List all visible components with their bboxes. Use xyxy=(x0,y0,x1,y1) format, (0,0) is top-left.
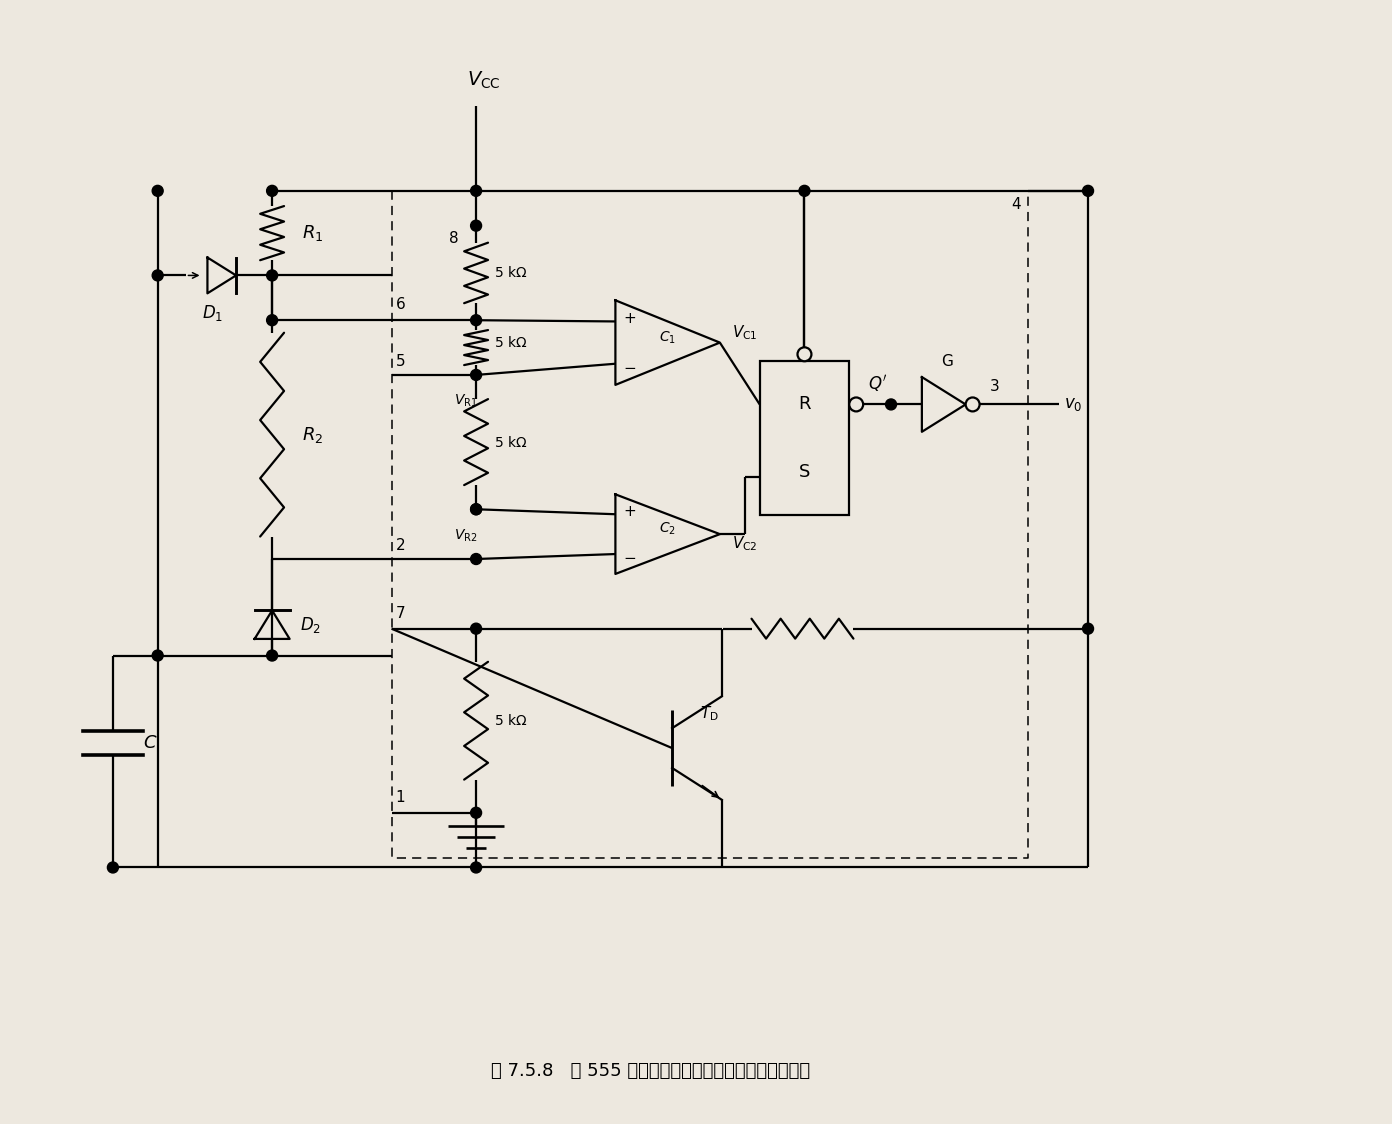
Text: $V_{\rm R2}$: $V_{\rm R2}$ xyxy=(454,527,477,544)
Text: 5 k$\Omega$: 5 k$\Omega$ xyxy=(494,335,528,350)
Circle shape xyxy=(267,315,277,326)
Text: $R_1$: $R_1$ xyxy=(302,224,323,243)
Text: $T_{\rm D}$: $T_{\rm D}$ xyxy=(700,705,718,723)
Circle shape xyxy=(470,504,482,515)
Text: R: R xyxy=(798,396,810,414)
Circle shape xyxy=(799,185,810,197)
Circle shape xyxy=(470,315,482,326)
Circle shape xyxy=(849,398,863,411)
Circle shape xyxy=(470,553,482,564)
Circle shape xyxy=(470,623,482,634)
Text: $D_1$: $D_1$ xyxy=(202,303,224,324)
Text: +: + xyxy=(624,505,636,519)
Text: $V_{\rm C2}$: $V_{\rm C2}$ xyxy=(732,535,757,553)
Circle shape xyxy=(798,347,812,361)
Text: 5 k$\Omega$: 5 k$\Omega$ xyxy=(494,265,528,280)
Text: 5 k$\Omega$: 5 k$\Omega$ xyxy=(494,435,528,450)
Circle shape xyxy=(470,807,482,818)
Circle shape xyxy=(470,370,482,380)
Text: $V_{\rm C1}$: $V_{\rm C1}$ xyxy=(732,324,757,342)
Text: $R_2$: $R_2$ xyxy=(302,425,323,445)
Circle shape xyxy=(152,650,163,661)
Circle shape xyxy=(470,504,482,515)
Circle shape xyxy=(267,270,277,281)
Text: 图 7.5.8   用 555 定时器组成的占空比可调多谐振荡电路: 图 7.5.8 用 555 定时器组成的占空比可调多谐振荡电路 xyxy=(490,1062,810,1080)
Text: +: + xyxy=(624,311,636,326)
Circle shape xyxy=(470,185,482,197)
Circle shape xyxy=(470,862,482,873)
Text: $Q'$: $Q'$ xyxy=(869,373,888,395)
Text: $-$: $-$ xyxy=(624,359,636,374)
Circle shape xyxy=(1083,623,1094,634)
Circle shape xyxy=(470,220,482,232)
Circle shape xyxy=(966,398,980,411)
Text: $C$: $C$ xyxy=(143,734,157,752)
Circle shape xyxy=(107,862,118,873)
Circle shape xyxy=(267,185,277,197)
Text: 5 k$\Omega$: 5 k$\Omega$ xyxy=(494,714,528,728)
Text: 1: 1 xyxy=(395,790,405,805)
Text: 7: 7 xyxy=(395,606,405,620)
Text: 4: 4 xyxy=(1011,197,1020,211)
Text: $D_2$: $D_2$ xyxy=(299,615,322,635)
Text: 3: 3 xyxy=(990,380,999,395)
Bar xyxy=(760,361,849,516)
Circle shape xyxy=(267,650,277,661)
Text: $C_1$: $C_1$ xyxy=(660,329,677,346)
Text: S: S xyxy=(799,463,810,481)
Text: G: G xyxy=(941,354,952,369)
Text: $C_2$: $C_2$ xyxy=(660,520,677,537)
Text: $V_{\rm CC}$: $V_{\rm CC}$ xyxy=(468,70,501,91)
Text: $-$: $-$ xyxy=(624,549,636,564)
Circle shape xyxy=(152,270,163,281)
Text: $v_0$: $v_0$ xyxy=(1063,396,1083,414)
Text: 2: 2 xyxy=(395,538,405,553)
Text: $V_{\rm R1}$: $V_{\rm R1}$ xyxy=(454,393,477,409)
Text: 5: 5 xyxy=(395,354,405,369)
Circle shape xyxy=(885,399,896,410)
Text: 6: 6 xyxy=(395,297,405,312)
Circle shape xyxy=(1083,185,1094,197)
Circle shape xyxy=(152,185,163,197)
Text: 8: 8 xyxy=(448,230,458,246)
